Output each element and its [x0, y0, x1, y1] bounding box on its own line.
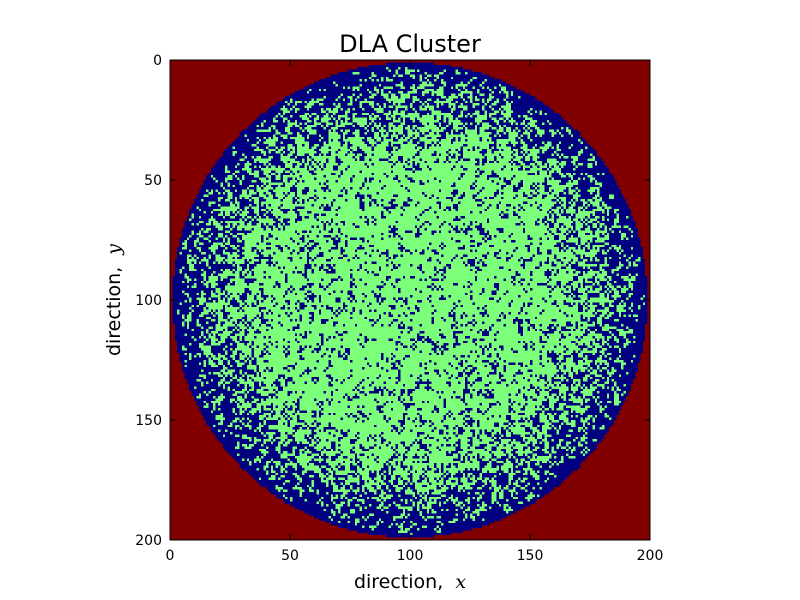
- chart-title: DLA Cluster: [339, 30, 481, 58]
- x-tick-label: 0: [166, 548, 175, 564]
- x-axis-label: direction, x: [354, 571, 466, 593]
- x-tick-label: 150: [517, 548, 544, 564]
- x-tick-label: 200: [637, 548, 664, 564]
- x-axis-label-text: direction,: [354, 571, 443, 593]
- y-tick-label: 0: [153, 53, 162, 69]
- y-tick-label: 100: [135, 293, 162, 309]
- x-axis-ticks: 0 50 100 150 200: [166, 60, 664, 564]
- y-tick-label: 150: [135, 413, 162, 429]
- y-tick-label: 200: [135, 533, 162, 549]
- plot-area: [169, 59, 651, 541]
- y-tick-label: 50: [144, 173, 162, 189]
- heatmap-image: [170, 60, 650, 540]
- y-axis-label-text: direction,: [103, 267, 125, 356]
- y-axis-label-var: y: [103, 244, 125, 256]
- y-axis-label: direction, y: [103, 244, 125, 356]
- y-axis-ticks: 0 50 100 150 200: [135, 53, 650, 549]
- x-tick-label: 50: [281, 548, 299, 564]
- x-axis-label-var: x: [455, 571, 466, 593]
- x-tick-label: 100: [397, 548, 424, 564]
